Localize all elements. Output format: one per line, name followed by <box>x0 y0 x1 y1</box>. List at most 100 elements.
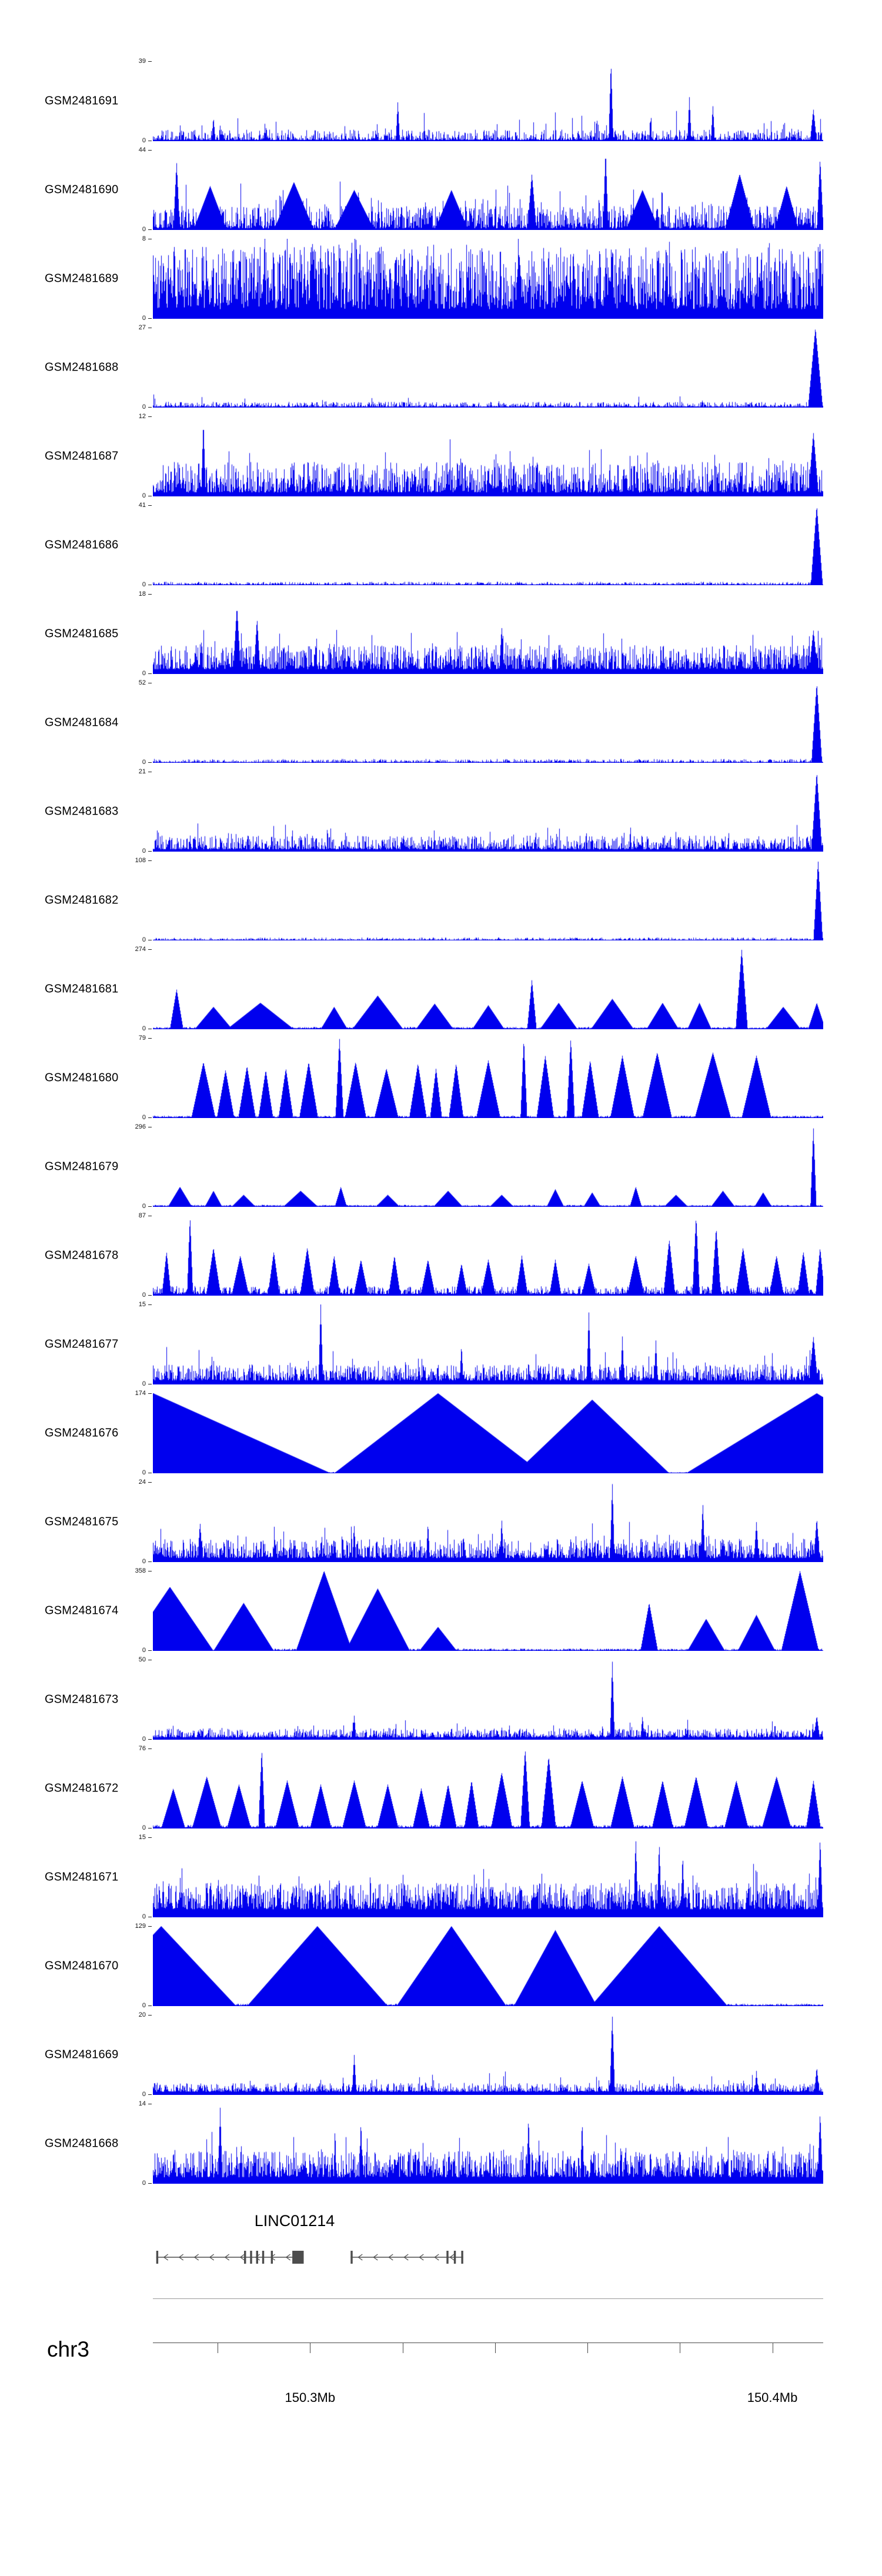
y-axis-top-tick <box>148 594 152 595</box>
y-axis-top-tick <box>148 1837 152 1838</box>
strand-arrow-icon <box>224 2254 230 2261</box>
exon-box <box>256 2251 258 2264</box>
exon-box <box>244 2251 246 2264</box>
track-label: GSM2481679 <box>45 1160 119 1173</box>
track-ymin-label: 0 <box>142 137 146 144</box>
coverage-track-row: GSM2481670 129 0 <box>0 1923 882 2009</box>
coverage-track-row: GSM2481669 20 0 <box>0 2012 882 2098</box>
track-signal-canvas <box>153 949 823 1029</box>
y-axis-top-tick <box>148 1304 152 1305</box>
coverage-track-row: GSM2481674 358 0 <box>0 1568 882 1654</box>
track-ymax-label: 79 <box>138 1035 146 1042</box>
track-ymax-label: 50 <box>138 1656 146 1663</box>
strand-arrow-icon <box>239 2254 245 2261</box>
strand-arrow-icon <box>255 2254 260 2261</box>
track-label: GSM2481681 <box>45 982 119 996</box>
coverage-track-row: GSM2481689 8 0 <box>0 235 882 322</box>
coverage-track-row: GSM2481688 27 0 <box>0 325 882 411</box>
track-ymin-label: 0 <box>142 581 146 588</box>
y-axis-bottom-tick <box>148 1117 152 1118</box>
track-label: GSM2481686 <box>45 538 119 552</box>
exon-box <box>350 2251 353 2264</box>
y-axis-top-tick <box>148 1926 152 1927</box>
coverage-track-row: GSM2481681 274 0 <box>0 946 882 1032</box>
y-axis-bottom-tick <box>148 2183 152 2184</box>
track-label: GSM2481669 <box>45 2048 119 2061</box>
track-ymin-label: 0 <box>142 1114 146 1121</box>
track-ymin-label: 0 <box>142 847 146 855</box>
track-ymin-label: 0 <box>142 1469 146 1476</box>
track-signal-canvas <box>153 505 823 585</box>
track-label: GSM2481677 <box>45 1337 119 1351</box>
strand-arrow-icon <box>419 2254 424 2261</box>
strand-arrow-icon <box>403 2254 409 2261</box>
track-signal-canvas <box>153 2104 823 2184</box>
y-axis-bottom-tick <box>148 1206 152 1207</box>
strand-arrow-icon <box>209 2254 215 2261</box>
track-label: GSM2481688 <box>45 361 119 374</box>
track-ymax-label: 8 <box>142 235 146 242</box>
track-ymax-label: 41 <box>138 502 146 509</box>
exon-box <box>270 2251 273 2264</box>
y-axis-bottom-tick <box>148 2094 152 2095</box>
coverage-track-row: GSM2481672 76 0 <box>0 1746 882 1831</box>
y-axis-bottom-tick <box>148 1561 152 1562</box>
track-ymin-label: 0 <box>142 1913 146 1920</box>
coverage-track-row: GSM2481683 21 0 <box>0 768 882 855</box>
coverage-track-row: GSM2481682 108 0 <box>0 857 882 943</box>
track-label: GSM2481676 <box>45 1426 119 1440</box>
strand-arrow-icon <box>178 2254 184 2261</box>
track-ymin-label: 0 <box>142 2180 146 2187</box>
coverage-track-row: GSM2481671 15 0 <box>0 1834 882 1920</box>
track-signal-canvas <box>153 2015 823 2095</box>
track-ymin-label: 0 <box>142 1558 146 1565</box>
strand-arrow-icon <box>373 2254 378 2261</box>
track-signal-canvas <box>153 772 823 852</box>
track-ymin-label: 0 <box>142 1736 146 1743</box>
track-ymin-label: 0 <box>142 2002 146 2009</box>
track-signal-canvas <box>153 1749 823 1828</box>
coverage-track-row: GSM2481678 87 0 <box>0 1213 882 1299</box>
y-axis-bottom-tick <box>148 407 152 408</box>
track-ymax-label: 15 <box>138 1301 146 1308</box>
track-ymax-label: 21 <box>138 768 146 775</box>
chromosome-label: chr3 <box>47 2337 89 2361</box>
strand-arrow-icon <box>285 2254 291 2261</box>
track-signal-canvas <box>153 1837 823 1917</box>
coverage-track-row: GSM2481690 44 0 <box>0 147 882 233</box>
exon-box <box>262 2251 265 2264</box>
track-ymin-label: 0 <box>142 403 146 411</box>
track-signal-canvas <box>153 683 823 763</box>
axis-tick <box>495 2343 496 2353</box>
track-signal-canvas <box>153 1482 823 1562</box>
track-label: GSM2481668 <box>45 2137 119 2150</box>
coverage-track-row: GSM2481685 18 0 <box>0 591 882 677</box>
track-ymin-label: 0 <box>142 492 146 499</box>
y-axis-bottom-tick <box>148 318 152 319</box>
track-signal-canvas <box>153 150 823 230</box>
axis-tick-label: 150.3Mb <box>285 2390 336 2405</box>
track-signal-canvas <box>153 1926 823 2006</box>
track-ymin-label: 0 <box>142 2091 146 2098</box>
track-label: GSM2481690 <box>45 183 119 196</box>
y-axis-top-tick <box>148 1393 152 1394</box>
track-ymin-label: 0 <box>142 1824 146 1831</box>
track-signal-canvas <box>153 1393 823 1473</box>
track-ymin-label: 0 <box>142 1380 146 1387</box>
coverage-track-row: GSM2481691 39 0 <box>0 58 882 144</box>
strand-arrow-icon <box>449 2254 455 2261</box>
y-axis-bottom-tick <box>148 673 152 674</box>
coverage-track-row: GSM2481680 79 0 <box>0 1035 882 1121</box>
track-ymin-label: 0 <box>142 759 146 766</box>
track-signal-canvas <box>153 860 823 940</box>
axis-tick-label: 150.4Mb <box>747 2390 798 2405</box>
exon-box <box>446 2251 449 2264</box>
gene-model <box>156 2251 463 2264</box>
track-ymax-label: 274 <box>135 946 146 953</box>
track-ymax-label: 296 <box>135 1123 146 1130</box>
track-ymin-label: 0 <box>142 1025 146 1032</box>
y-axis-top-tick <box>148 61 152 62</box>
track-label: GSM2481674 <box>45 1604 119 1617</box>
y-axis-top-tick <box>148 416 152 417</box>
track-ymax-label: 39 <box>138 58 146 65</box>
